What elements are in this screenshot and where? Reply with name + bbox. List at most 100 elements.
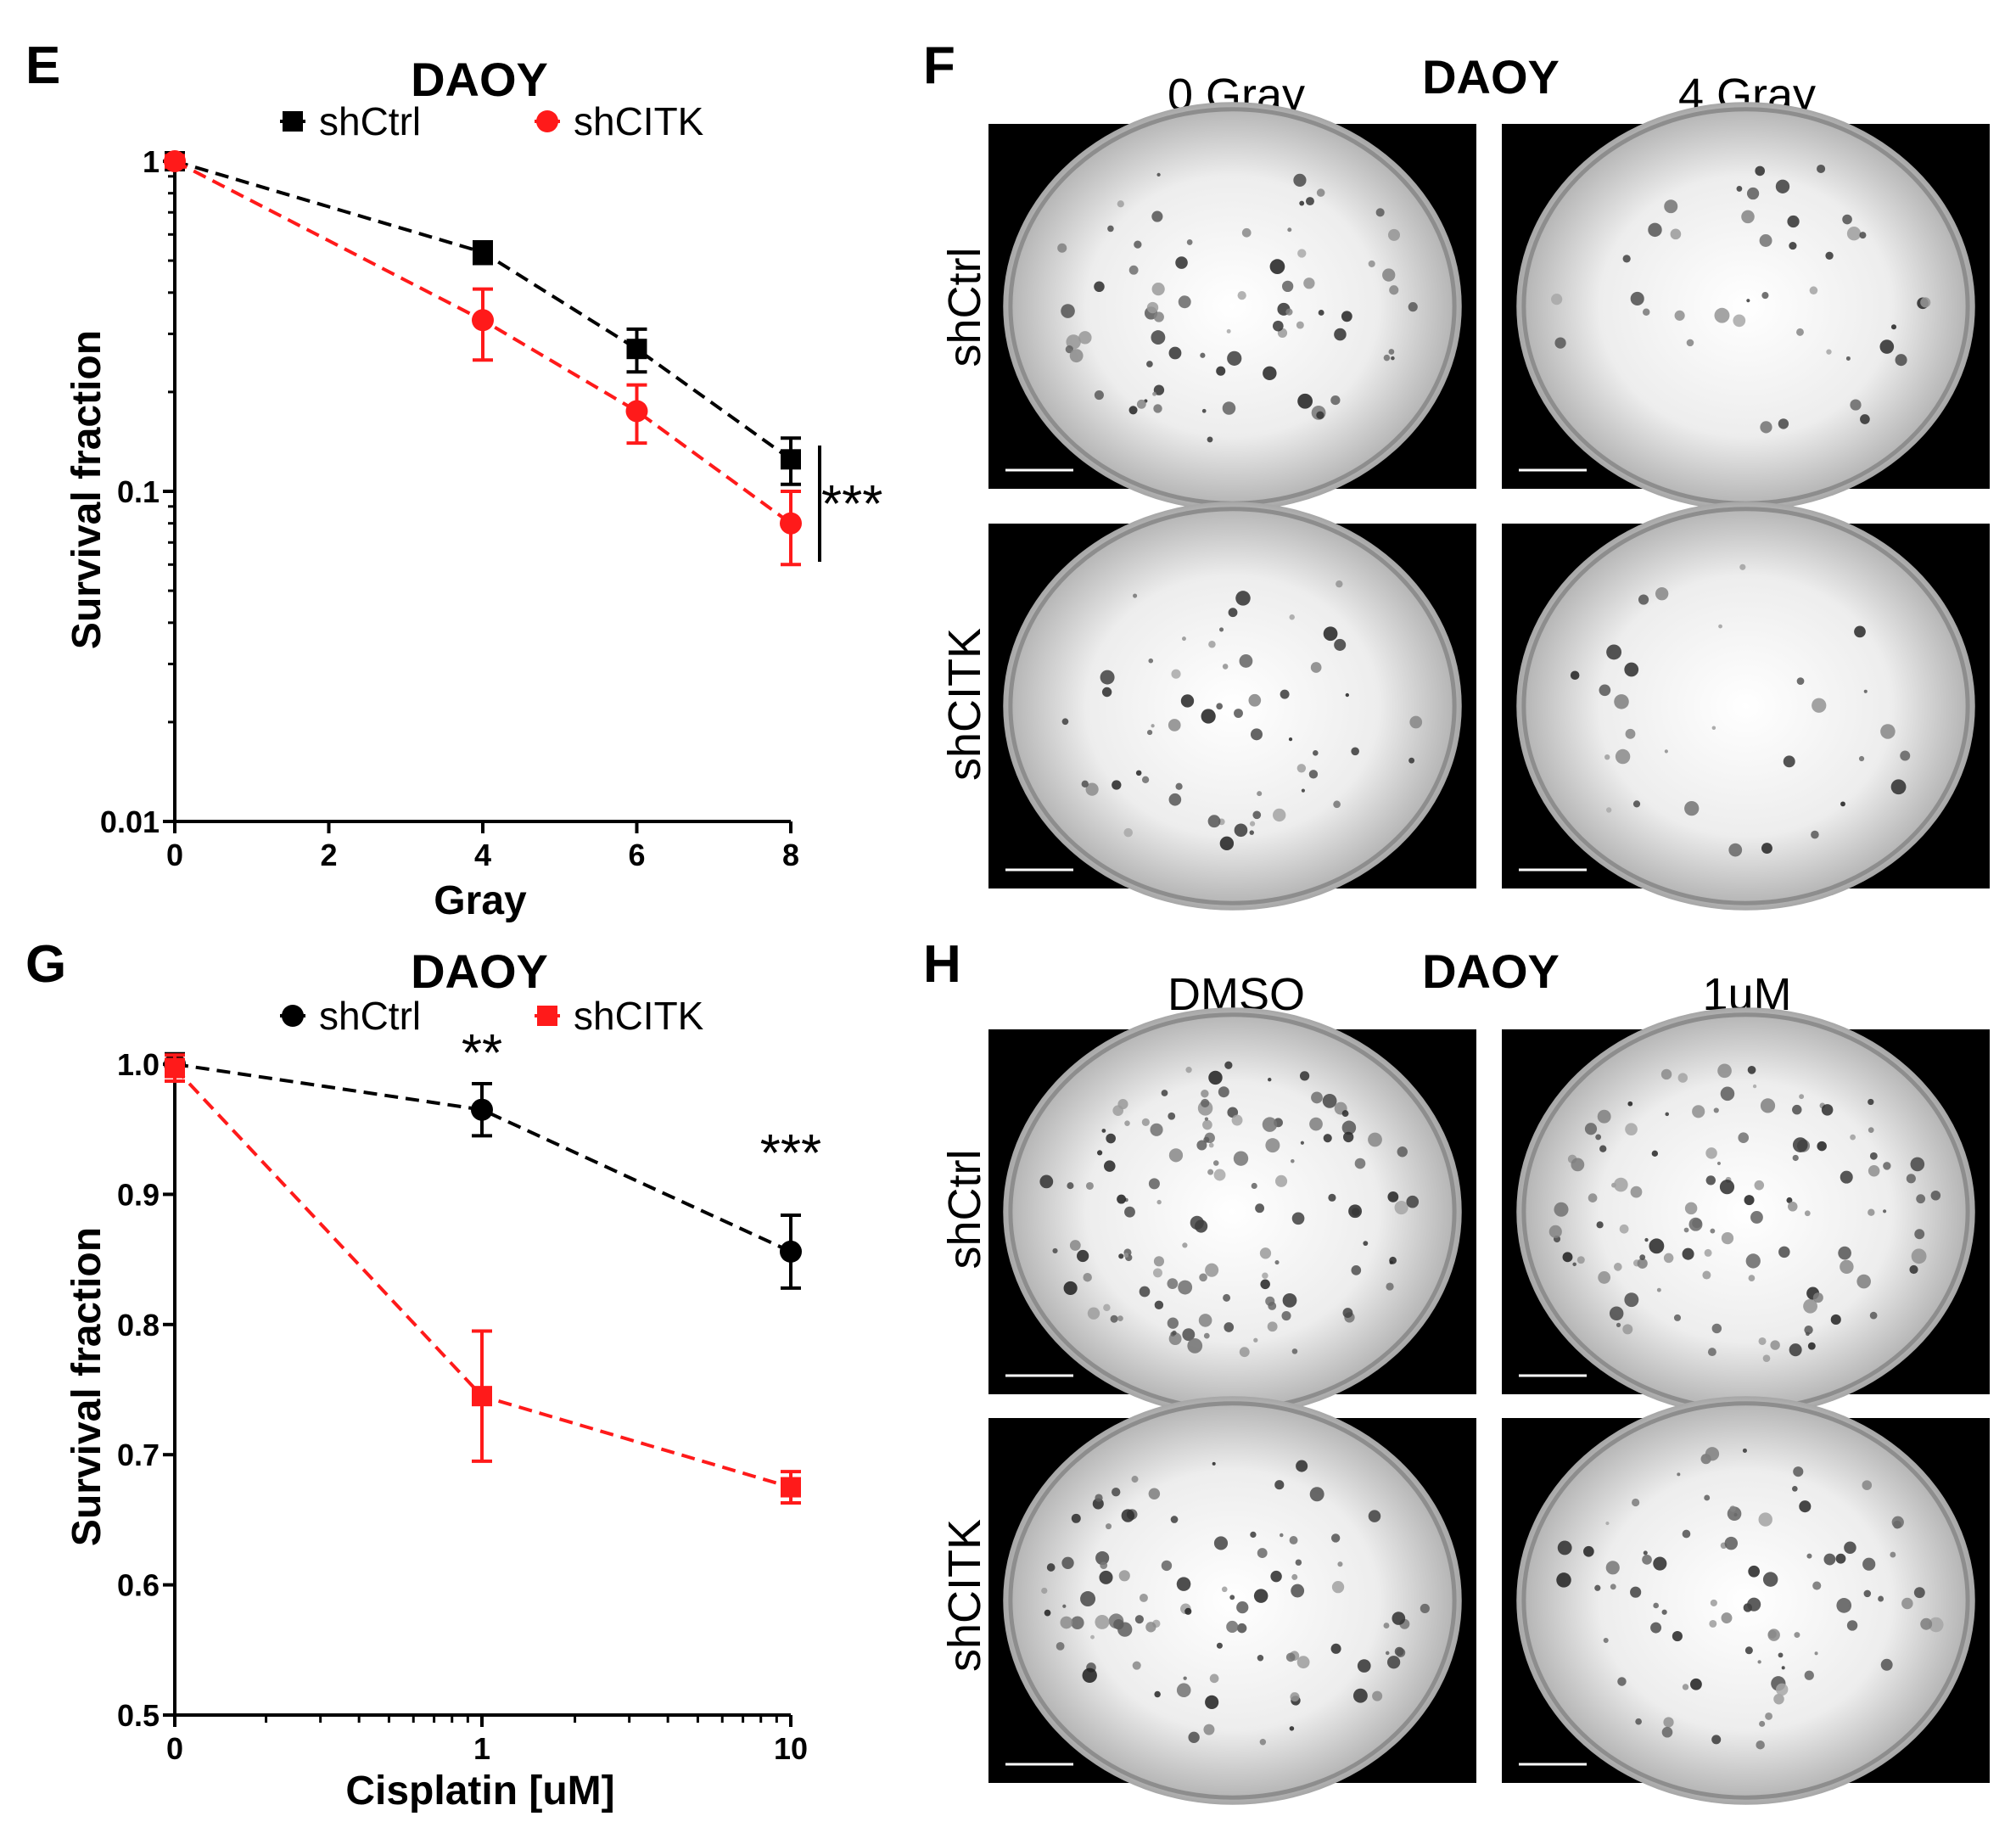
colony-plate-image (1502, 502, 1990, 911)
colony (1207, 436, 1213, 443)
colony (1094, 390, 1104, 401)
colony (1556, 1572, 1571, 1588)
colony (1297, 249, 1307, 258)
colony (1234, 709, 1243, 718)
colony (1883, 1209, 1887, 1214)
colony (1686, 339, 1694, 347)
colony (1224, 1322, 1235, 1332)
colony (1293, 173, 1307, 187)
colony (1161, 1090, 1168, 1096)
colony (1231, 1114, 1243, 1126)
colony (1655, 586, 1669, 601)
colony (1596, 1221, 1604, 1229)
colony (1684, 801, 1700, 816)
colony (1274, 1259, 1280, 1265)
colony (1151, 724, 1155, 728)
colony (1665, 1112, 1669, 1117)
colony (1331, 1580, 1345, 1594)
colony (1291, 1158, 1295, 1163)
colony (1300, 1141, 1304, 1145)
colony (1663, 1253, 1674, 1264)
y-tick-label: 0.6 (117, 1568, 160, 1603)
colony (1742, 1448, 1747, 1453)
colony (1804, 1325, 1813, 1335)
colony (1724, 1536, 1739, 1550)
colony (1622, 1324, 1633, 1335)
colony (1112, 1487, 1121, 1497)
colony (1146, 729, 1153, 736)
colony (1354, 1158, 1366, 1169)
colony (1900, 750, 1911, 761)
colony (1296, 321, 1304, 329)
colony (1625, 728, 1636, 739)
colony (1187, 1337, 1203, 1354)
colony (1154, 1690, 1161, 1698)
colony (1363, 1241, 1369, 1247)
colony (1767, 1628, 1780, 1641)
colony (1090, 1634, 1095, 1640)
colony (1083, 1272, 1092, 1282)
colony (1748, 1275, 1756, 1281)
colony (1203, 1724, 1215, 1735)
colony (1624, 1292, 1639, 1308)
colony (1759, 1720, 1766, 1727)
colony (1046, 1563, 1056, 1572)
colony (1644, 1237, 1649, 1242)
colony (1134, 1615, 1144, 1624)
colony (1572, 1262, 1576, 1267)
colony (1716, 1161, 1722, 1166)
colony-plate-image (1502, 102, 1990, 511)
colony (1280, 1533, 1284, 1538)
plate-rim (1008, 1401, 1457, 1800)
panel-f-title: DAOY (1422, 50, 1560, 104)
panel-h-row-label: shCITK (939, 1519, 990, 1672)
colony (1879, 339, 1895, 354)
colony (1551, 294, 1563, 306)
colony (1713, 1107, 1719, 1113)
colony (1656, 1287, 1661, 1292)
colony (1236, 1601, 1249, 1614)
colony (1223, 1293, 1231, 1302)
colony (1212, 1461, 1216, 1466)
colony (1168, 719, 1181, 732)
colony-plate-image (988, 102, 1476, 511)
colony (1309, 1487, 1324, 1502)
panel-h-colony-images: H DAOY DMSO 1uM shCtrl shCITK (923, 935, 1990, 1805)
colony (1121, 1509, 1135, 1522)
colony (1806, 1331, 1810, 1337)
colony (1152, 391, 1157, 396)
colony (1627, 1101, 1633, 1107)
colony (1387, 228, 1400, 241)
colony (1664, 749, 1668, 754)
data-point (626, 339, 647, 360)
colony (1548, 1225, 1562, 1238)
colony (1134, 240, 1142, 249)
colony (1117, 200, 1124, 208)
colony (1224, 1061, 1233, 1069)
colony (1638, 594, 1649, 605)
chart-e-legend: shCtrl shCITK (280, 99, 704, 143)
colony (1653, 1602, 1660, 1609)
x-tick-label: 6 (628, 838, 645, 872)
colony (1823, 1553, 1836, 1566)
colony (1190, 1215, 1204, 1230)
colony (1123, 1253, 1129, 1258)
colony (1929, 1617, 1944, 1633)
colony (1745, 1253, 1761, 1269)
colony (1078, 331, 1092, 345)
legend-label: shCITK (574, 994, 704, 1038)
colony (1554, 337, 1566, 349)
colony (1661, 1609, 1667, 1615)
colony (1204, 1117, 1209, 1121)
colony (1862, 1480, 1873, 1490)
colony (1151, 210, 1163, 222)
colony (1632, 1498, 1640, 1507)
colony (1239, 1347, 1250, 1358)
colony (1409, 715, 1423, 729)
colony (1299, 1071, 1310, 1081)
colony (1281, 280, 1294, 293)
colony (1095, 1550, 1110, 1566)
colony (1041, 1587, 1048, 1595)
colony (1643, 1550, 1648, 1556)
data-point (471, 1098, 493, 1121)
